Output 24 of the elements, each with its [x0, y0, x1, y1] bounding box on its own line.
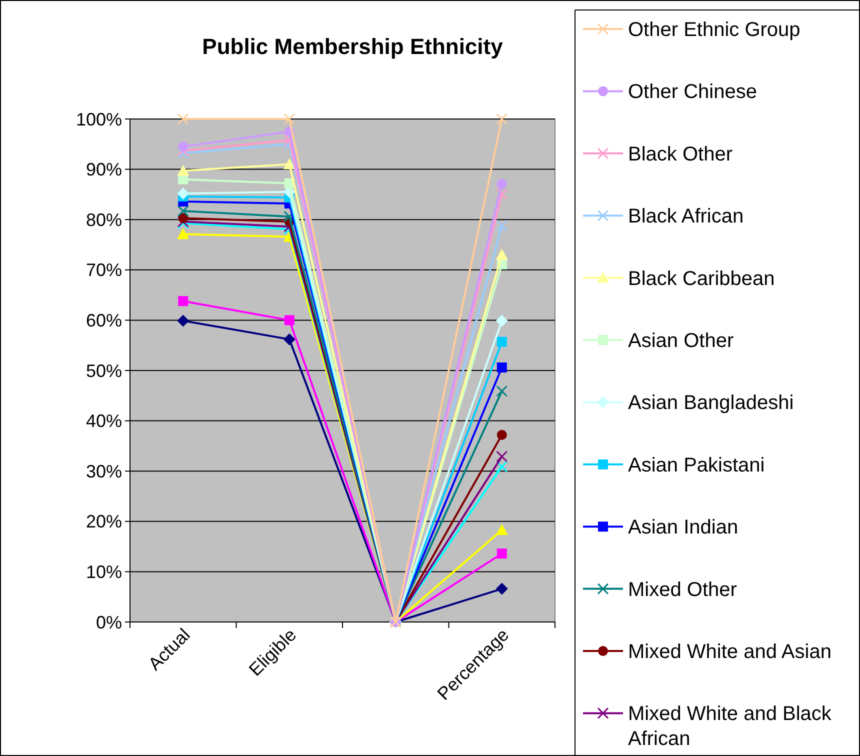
y-tick-label: 40%	[86, 411, 122, 432]
y-tick-label: 80%	[86, 210, 122, 230]
legend-label: Asian Other	[628, 330, 734, 352]
y-tick-label: 10%	[86, 562, 122, 582]
legend-label: Black Other	[628, 143, 733, 166]
legend-label: Black Caribbean	[628, 268, 775, 290]
legend-label: Other Chinese	[628, 81, 757, 104]
y-tick-label: 30%	[86, 461, 122, 482]
y-tick-label: 60%	[86, 310, 122, 330]
legend-label: Other Ethnic Group	[628, 19, 800, 41]
legend-label: Asian Pakistani	[628, 454, 765, 476]
y-tick-label: 90%	[86, 160, 122, 180]
legend-label: Asian Indian	[628, 516, 738, 539]
legend-label: Asian Bangladeshi	[628, 392, 794, 414]
y-tick-label: 0%	[96, 612, 122, 632]
y-tick-label: 100%	[76, 109, 122, 130]
legend-label: Mixed White and Black African	[628, 703, 832, 750]
legend-label: Mixed White and Asian	[628, 641, 832, 663]
y-tick-label: 50%	[86, 360, 122, 381]
chart-title: Public Membership Ethnicity	[202, 34, 504, 59]
y-tick-label: 20%	[86, 512, 122, 532]
legend-label: Mixed Other	[628, 578, 738, 601]
y-tick-label: 70%	[86, 260, 122, 280]
legend-label: Black African	[628, 206, 744, 228]
